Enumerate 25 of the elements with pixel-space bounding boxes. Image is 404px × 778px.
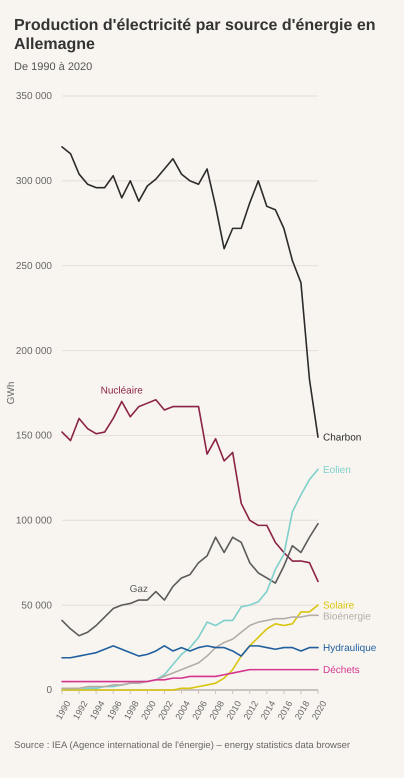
line-series (61, 398, 319, 582)
series-label: Gaz (130, 584, 148, 596)
series-label: Solaire (323, 600, 355, 612)
series-label: Déchets (323, 665, 360, 676)
y-tick-label: 250 000 (16, 260, 52, 272)
series-label: Eolien (323, 464, 351, 476)
y-tick-label: 350 000 (16, 91, 52, 102)
line-series (61, 522, 319, 636)
series-label: Nucléaire (100, 385, 144, 396)
chart-title: Production d'électricité par source d'énergie en Allemagne (14, 17, 376, 54)
series-label: Charbon (323, 432, 362, 444)
y-tick-label: 100 000 (16, 515, 52, 526)
y-tick-label: 300 000 (16, 176, 52, 188)
series-label: Bioénergie (323, 612, 372, 623)
y-tick-label: 50 000 (21, 600, 52, 612)
source-note: Source : IEA (Agence international de l'énergie) – energy statistics data browser (14, 740, 350, 751)
y-tick-label: 0 (46, 685, 52, 696)
chart-subtitle: De 1990 à 2020 (14, 61, 92, 73)
y-tick-label: 150 000 (16, 430, 52, 442)
y-tick-label: 200 000 (16, 346, 52, 357)
line-series (61, 146, 319, 438)
line-series (61, 645, 319, 659)
series-label: Hydraulique (323, 643, 377, 654)
line-series (61, 668, 319, 682)
y-axis-title: GWh (6, 382, 17, 404)
